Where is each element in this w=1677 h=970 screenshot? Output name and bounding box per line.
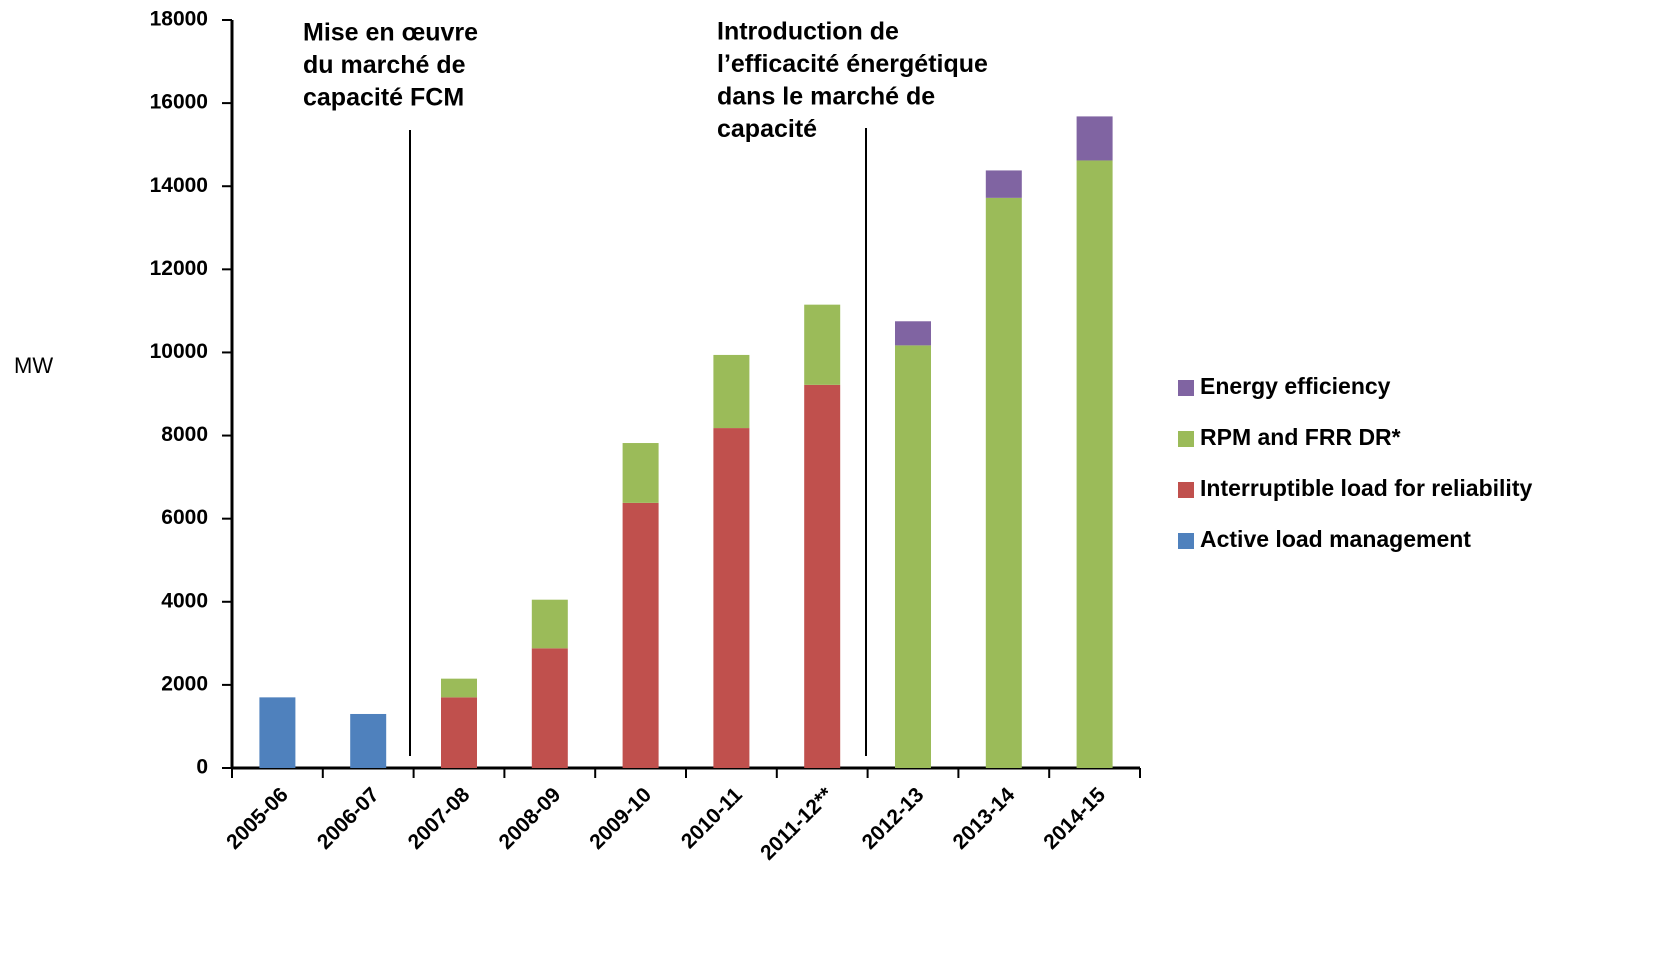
y-tick-label: 2000 <box>161 672 208 695</box>
legend-swatch <box>1178 533 1194 549</box>
annotation-text: Introduction de <box>717 18 899 46</box>
y-tick-label: 8000 <box>161 423 208 446</box>
bar-segment <box>985 170 1022 198</box>
annotation-text: du marché de <box>303 51 466 79</box>
bar-segment <box>713 428 750 768</box>
x-tick-label: 2009-10 <box>585 783 656 854</box>
bar-segment <box>531 648 568 768</box>
y-axis-label: MW <box>14 353 53 378</box>
legend-swatch <box>1178 482 1194 498</box>
legend-swatch <box>1178 431 1194 447</box>
x-tick-label: 2011-12** <box>756 783 838 865</box>
legend-label: RPM and FRR DR* <box>1200 424 1401 450</box>
bar-segment <box>350 713 387 768</box>
bar-segment <box>441 678 477 698</box>
bar-segment <box>985 197 1022 768</box>
annotation-text: dans le marché de <box>717 83 935 111</box>
bar-segment <box>895 345 931 768</box>
y-tick-label: 4000 <box>161 589 208 612</box>
bar-segment <box>531 599 568 649</box>
bar-segment <box>622 443 659 503</box>
bar-segment <box>259 697 296 768</box>
y-tick-label: 6000 <box>161 506 208 529</box>
legend-label: Energy efficiency <box>1200 373 1391 399</box>
y-tick-label: 18000 <box>150 8 208 31</box>
bar-segment <box>895 321 931 346</box>
bar-segment <box>441 697 477 768</box>
x-tick-label: 2010-11 <box>677 783 747 853</box>
annotation-text: l’efficacité énergétique <box>717 50 988 78</box>
legend-label: Active load management <box>1200 526 1471 552</box>
x-tick-label: 2006-07 <box>313 783 384 854</box>
legend-label: Interruptible load for reliability <box>1200 475 1532 501</box>
x-tick-label: 2013-14 <box>948 783 1019 854</box>
bar-segment <box>1076 160 1113 769</box>
x-tick-label: 2005-06 <box>222 783 293 854</box>
y-tick-label: 10000 <box>150 340 208 363</box>
x-tick-label: 2014-15 <box>1039 783 1110 854</box>
y-tick-label: 0 <box>196 756 208 779</box>
y-tick-label: 14000 <box>150 174 208 197</box>
y-tick-label: 16000 <box>150 91 208 114</box>
bar-segment <box>622 502 659 768</box>
y-tick-label: 12000 <box>150 257 208 280</box>
bar-segment <box>1076 116 1113 161</box>
annotation-text: Mise en œuvre <box>303 19 478 47</box>
bar-segment <box>804 304 841 385</box>
x-tick-label: 2007-08 <box>404 783 475 854</box>
bar-segment <box>804 384 841 768</box>
x-tick-label: 2012-13 <box>858 783 929 854</box>
legend-swatch <box>1178 380 1194 396</box>
x-tick-label: 2008-09 <box>494 783 565 854</box>
bar-segment <box>713 354 750 429</box>
annotation-text: capacité <box>717 115 817 143</box>
annotation-text: capacité FCM <box>303 84 464 112</box>
